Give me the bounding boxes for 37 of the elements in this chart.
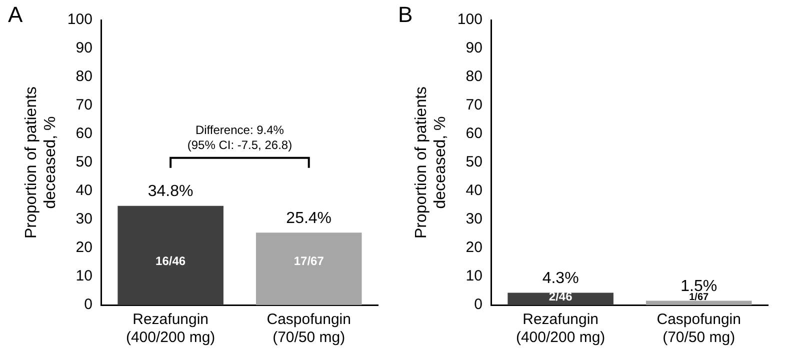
chart-title: A bbox=[8, 2, 23, 28]
y-tick-label: 90 bbox=[466, 40, 482, 57]
annotation: 16/46 bbox=[156, 254, 186, 268]
y-axis-title: Proportion of patients deceased, % bbox=[413, 86, 450, 239]
chart-title: B bbox=[398, 2, 413, 28]
x-tick-label: Rezafungin (400/200 mg) bbox=[516, 311, 606, 346]
y-tick-label: 30 bbox=[76, 210, 92, 228]
y-tick-label: 80 bbox=[76, 68, 92, 86]
y-tick-label: 100 bbox=[457, 11, 482, 28]
y-tick-label: 100 bbox=[67, 11, 92, 28]
y-tick-label: 80 bbox=[466, 68, 482, 86]
y-tick-label: 40 bbox=[76, 182, 92, 200]
y-tick-label: 20 bbox=[466, 239, 482, 256]
y-tick-label: 0 bbox=[84, 296, 92, 314]
annotation: Difference: 9.4% (95% CI: -7.5, 26.8) bbox=[187, 123, 292, 152]
y-tick-label: 90 bbox=[76, 40, 92, 57]
y-tick-label: 50 bbox=[466, 154, 482, 171]
y-tick-label: 60 bbox=[466, 125, 482, 142]
y-tick-label: 70 bbox=[76, 96, 92, 114]
y-tick-label: 20 bbox=[76, 239, 92, 256]
data-label: 34.8% bbox=[148, 183, 194, 200]
y-tick-label: 50 bbox=[76, 154, 92, 171]
y-tick-label: 10 bbox=[76, 268, 92, 285]
x-tick-label: Caspofungin (70/50 mg) bbox=[266, 311, 351, 346]
y-tick-label: 40 bbox=[466, 182, 482, 200]
y-axis-title: Proportion of patients deceased, % bbox=[23, 86, 60, 239]
x-tick-label: Rezafungin (400/200 mg) bbox=[126, 311, 216, 346]
y-tick-label: 0 bbox=[474, 296, 482, 314]
y-tick-label: 10 bbox=[466, 268, 482, 285]
y-tick-label: 60 bbox=[76, 125, 92, 142]
data-label: 4.3% bbox=[542, 270, 579, 288]
annotation: 17/67 bbox=[294, 254, 324, 268]
y-tick-label: 30 bbox=[466, 210, 482, 228]
annotation: 2/46 bbox=[548, 289, 573, 304]
data-label: 25.4% bbox=[286, 210, 332, 228]
y-tick-label: 70 bbox=[466, 96, 482, 114]
x-tick-label: Caspofungin (70/50 mg) bbox=[656, 311, 741, 346]
